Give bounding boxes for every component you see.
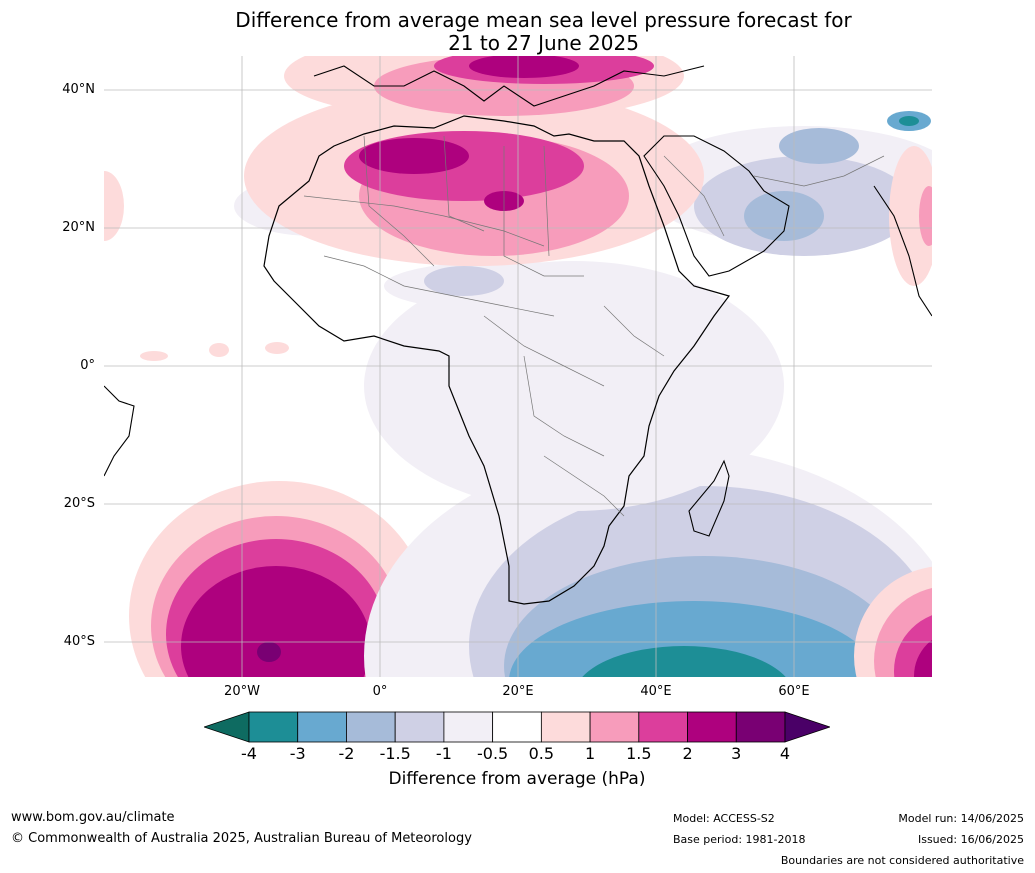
middle-east-anomaly	[644, 111, 932, 256]
colorbar-segment	[492, 711, 542, 743]
website-link[interactable]: www.bom.gov.au/climate	[11, 810, 175, 825]
title-line-1: Difference from average mean sea level p…	[235, 8, 852, 32]
lon-label-20e: 20°E	[502, 684, 534, 699]
colorbar-tick-label: 2	[682, 744, 693, 763]
colorbar-tick-label: -1.5	[379, 744, 411, 763]
issued-date: Issued: 16/06/2025	[917, 833, 1024, 846]
north-africa-high-anomaly	[244, 56, 704, 266]
colorbar-segment	[346, 711, 396, 743]
lon-label-40e: 40°E	[640, 684, 672, 699]
colorbar-segment	[297, 711, 347, 743]
lat-label-20n: 20°N	[62, 220, 95, 235]
colorbar-segment	[687, 711, 737, 743]
lat-label-40n: 40°N	[62, 82, 95, 97]
colorbar-extend-high	[784, 711, 830, 743]
lon-label-20w: 20°W	[224, 684, 260, 699]
colorbar-segment	[248, 711, 299, 743]
model-name: Model: ACCESS-S2	[673, 812, 775, 825]
madagascar-coastline	[688, 459, 730, 537]
colorbar-segment	[735, 711, 786, 743]
india-blob	[889, 146, 932, 286]
southwest-high-anomaly	[129, 481, 429, 677]
lon-label-0: 0°	[372, 684, 388, 699]
lat-label-40s: 40°S	[63, 634, 95, 649]
atlantic-blob	[104, 171, 124, 241]
colorbar-tick-label: 1	[584, 744, 596, 763]
colorbar-tick-label: -3	[289, 744, 306, 763]
colorbar-tick-label: -2	[338, 744, 355, 763]
colorbar-segment	[638, 711, 688, 743]
colorbar-tick-label: -0.5	[477, 744, 509, 763]
colorbar-segment	[589, 711, 640, 743]
graticule	[104, 56, 932, 677]
colorbar-tick-label: 1.5	[626, 744, 652, 763]
country-borders	[303, 135, 885, 517]
southeast-high-anomaly	[854, 566, 932, 677]
lat-label-equator: 0°	[80, 358, 95, 373]
colorbar-label: Difference from average (hPa)	[388, 769, 646, 789]
base-period: Base period: 1981-2018	[673, 833, 806, 846]
boundaries-disclaimer: Boundaries are not considered authoritat…	[780, 854, 1024, 867]
colorbar-tick-label: 0.5	[528, 744, 555, 763]
lon-label-60e: 60°E	[778, 684, 810, 699]
africa-coastline	[263, 115, 731, 605]
colorbar-tick-label: -4	[241, 744, 257, 763]
colorbar-tick-label: 4	[779, 744, 791, 763]
colorbar-segment	[394, 711, 445, 743]
arabia-coastline	[643, 135, 790, 277]
model-run-date: Model run: 14/06/2025	[898, 812, 1024, 825]
copyright-text: © Commonwealth of Australia 2025, Austra…	[11, 831, 472, 846]
colorbar-tick-label: -1	[435, 744, 452, 763]
title-line-2: 21 to 27 June 2025	[448, 31, 639, 55]
map-title: Difference from average mean sea level p…	[0, 9, 1035, 55]
south-america-coastline	[104, 385, 135, 477]
pressure-anomaly-map	[104, 56, 932, 677]
colorbar-segment	[540, 711, 591, 743]
lat-label-20s: 20°S	[63, 496, 95, 511]
europe-coastline	[313, 65, 705, 107]
colorbar	[204, 711, 830, 743]
colorbar-extend-low	[204, 711, 250, 743]
colorbar-tick-label: 3	[731, 744, 742, 763]
india-coastline	[873, 185, 932, 317]
colorbar-segment	[443, 711, 494, 743]
